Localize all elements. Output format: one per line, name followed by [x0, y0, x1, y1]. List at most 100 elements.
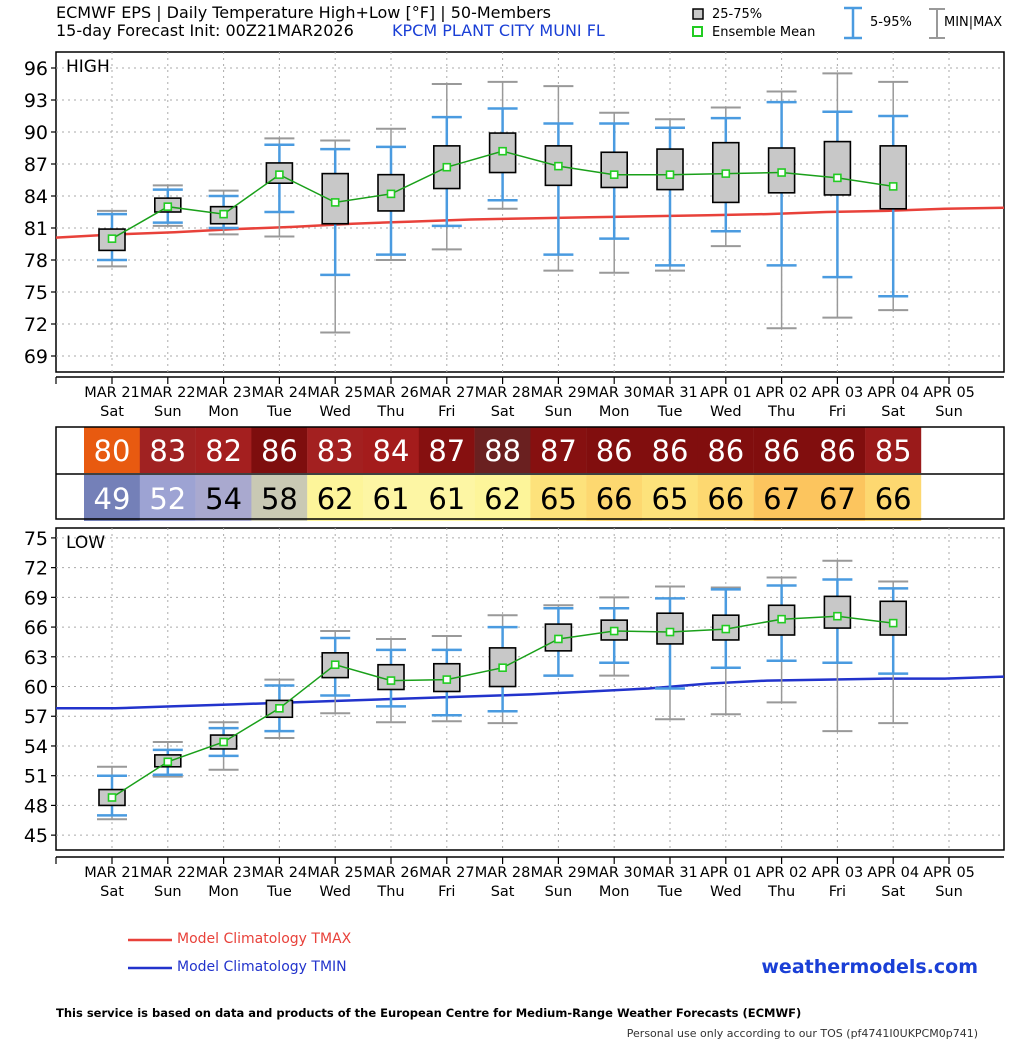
table-cell-low — [84, 475, 140, 521]
low-xtick-date: APR 03 — [811, 865, 863, 881]
table-cell-high — [753, 427, 810, 473]
low-day-13 — [822, 559, 853, 733]
high-xtick-date: MAR 30 — [586, 385, 642, 401]
high-ytick-label: 84 — [24, 186, 48, 208]
low-ytick-label: 66 — [24, 617, 48, 639]
legend-box — [692, 6, 1002, 42]
high-mean-marker — [107, 234, 117, 243]
low-xtick-date: APR 02 — [756, 865, 808, 881]
table-value-low: 67 — [763, 482, 800, 516]
table-value-low: 67 — [819, 482, 856, 516]
low-climatology-line — [56, 675, 1005, 710]
table-cell-low — [586, 475, 643, 521]
legend-minmax-icon — [929, 8, 945, 39]
table-value-low: 61 — [373, 482, 410, 516]
low-xtick-weekday: Wed — [710, 884, 742, 900]
low-xtick-weekday: Mon — [599, 884, 630, 900]
high-mean-marker — [442, 162, 452, 172]
high-xtick-weekday: Sun — [154, 404, 182, 420]
low-xtick-date: APR 01 — [700, 865, 752, 881]
high-mean-marker — [330, 198, 340, 207]
high-xtick-date: APR 02 — [756, 385, 808, 401]
table-value-high: 83 — [317, 434, 354, 468]
low-mean-marker — [665, 627, 675, 637]
table-cell-high — [697, 427, 754, 473]
high-xtick-weekday: Sat — [881, 404, 905, 420]
table-value-high: 80 — [94, 434, 131, 468]
high-iqr-box — [656, 148, 684, 191]
table-value-high: 87 — [540, 434, 577, 468]
table-cell-low — [251, 475, 308, 521]
table-cell-low — [363, 475, 419, 521]
table-value-high: 86 — [763, 434, 800, 468]
high-xtick-date: MAR 29 — [531, 385, 587, 401]
low-mean-marker — [554, 634, 563, 644]
low-xtick-weekday: Thu — [767, 884, 795, 900]
table-value-low: 52 — [149, 482, 186, 516]
tmax-clim-legend-label: Model Climatology TMAX — [177, 931, 352, 947]
high-day-10 — [655, 118, 685, 272]
table-value-high: 87 — [428, 434, 465, 468]
high-ytick-label: 87 — [24, 154, 48, 176]
table-cell-low — [753, 475, 810, 521]
high-panel-title: HIGH — [66, 57, 110, 77]
high-mean-marker — [609, 170, 619, 179]
low-mean-marker — [219, 737, 228, 747]
high-xtick-weekday: Sat — [100, 404, 124, 420]
high-mean-marker — [888, 182, 898, 191]
legend-icons — [692, 6, 945, 40]
high-mean-marker — [219, 209, 228, 219]
low-xtick-weekday: Mon — [208, 884, 239, 900]
high-xtick-weekday: Mon — [208, 404, 239, 420]
table-cell-high — [363, 427, 419, 473]
low-xtick-date: MAR 28 — [475, 865, 531, 881]
low-xtick-date: APR 05 — [923, 865, 975, 881]
table-cell-high — [139, 427, 196, 473]
low-xtick-weekday: Sun — [935, 884, 963, 900]
high-xtick-date: MAR 23 — [196, 385, 252, 401]
legend-box-icon — [692, 8, 704, 20]
high-xtick-date: MAR 31 — [642, 385, 698, 401]
low-xtick-weekday: Tue — [266, 884, 292, 900]
high-xtick-weekday: Wed — [319, 404, 351, 420]
table-cell-low — [530, 475, 587, 521]
legend-whisker-label: 5-95% — [870, 15, 912, 30]
table-cell-low — [418, 475, 475, 521]
low-day-5 — [376, 637, 406, 724]
table-value-low: 65 — [652, 482, 689, 516]
low-xtick-weekday: Sat — [100, 884, 124, 900]
high-day-8 — [543, 85, 574, 272]
low-xtick-weekday: Sat — [491, 884, 515, 900]
high-iqr-box — [711, 141, 740, 204]
high-xtick-date: MAR 27 — [419, 385, 475, 401]
table-cell-low — [139, 475, 196, 521]
high-xtick-date: MAR 24 — [252, 385, 308, 401]
tmin-clim-legend — [128, 960, 174, 980]
high-xtick-weekday: Tue — [266, 404, 292, 420]
low-day-4 — [320, 630, 351, 715]
low-mean-marker — [330, 660, 340, 670]
high-iqr-box — [600, 151, 629, 189]
low-xtick-date: MAR 30 — [586, 865, 642, 881]
legend-box-label: 25-75% — [712, 7, 763, 22]
low-xtick-date: MAR 25 — [307, 865, 363, 881]
table-cell-low — [865, 475, 922, 521]
low-ytick-label: 63 — [24, 647, 48, 669]
table-cell-high — [865, 427, 922, 473]
high-ytick-label: 69 — [24, 346, 48, 368]
table-cell-high — [809, 427, 866, 473]
high-climatology-line — [55, 206, 1005, 239]
table-cell-high — [307, 427, 364, 473]
low-xtick-date: MAR 31 — [642, 865, 698, 881]
low-iqr-box — [879, 600, 908, 636]
table-value-low: 62 — [484, 482, 521, 516]
high-mean-marker — [665, 170, 675, 179]
table-value-high: 83 — [149, 434, 186, 468]
high-ytick-label: 75 — [24, 282, 48, 304]
low-xtick-date: MAR 23 — [196, 865, 252, 881]
high-xtick-weekday: Sun — [545, 404, 573, 420]
low-ytick-label: 75 — [24, 528, 48, 550]
table-cell-high — [530, 427, 587, 473]
high-xtick-weekday: Sun — [935, 404, 963, 420]
brand-link[interactable]: weathermodels.com — [761, 956, 978, 978]
